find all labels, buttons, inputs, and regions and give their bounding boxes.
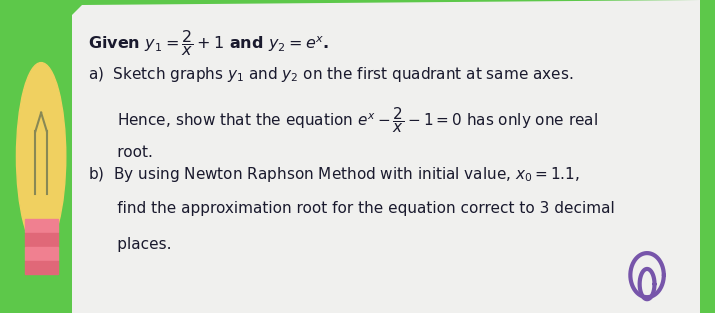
Text: Hence, show that the equation $e^x-\dfrac{2}{x}-1=0$ has only one real: Hence, show that the equation $e^x-\dfra… xyxy=(88,105,598,135)
Bar xyxy=(24,233,57,246)
Text: Given $y_1=\dfrac{2}{x}+1$ and $y_2=e^x$.: Given $y_1=\dfrac{2}{x}+1$ and $y_2=e^x$… xyxy=(88,28,329,58)
Circle shape xyxy=(16,63,66,250)
Polygon shape xyxy=(72,0,700,313)
Polygon shape xyxy=(18,163,64,225)
Text: places.: places. xyxy=(88,237,172,252)
Text: b)  By using Newton Raphson Method with initial value, $x_0=1.1$,: b) By using Newton Raphson Method with i… xyxy=(88,165,580,184)
Text: a)  Sketch graphs $y_1$ and $y_2$ on the first quadrant at same axes.: a) Sketch graphs $y_1$ and $y_2$ on the … xyxy=(88,65,573,84)
Bar xyxy=(24,261,57,274)
Bar xyxy=(24,247,57,260)
Bar xyxy=(24,219,57,232)
Text: root.: root. xyxy=(88,145,153,160)
Text: find the approximation root for the equation correct to 3 decimal: find the approximation root for the equa… xyxy=(88,201,615,216)
